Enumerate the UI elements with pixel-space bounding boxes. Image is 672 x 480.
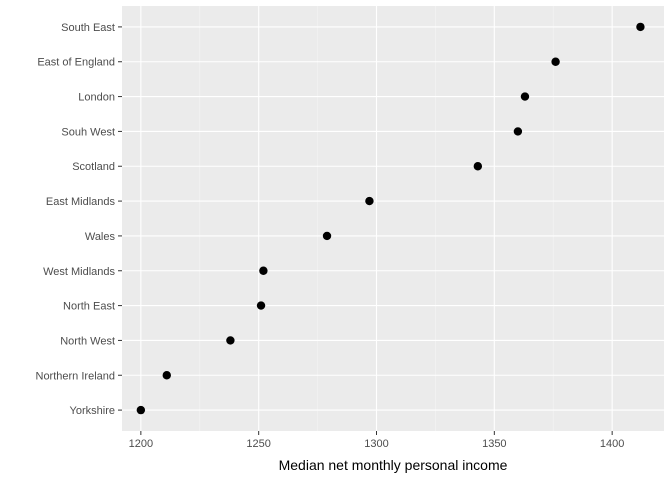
data-points xyxy=(136,22,645,415)
x-tick-label: 1300 xyxy=(364,438,388,450)
major-gridlines xyxy=(122,6,664,431)
minor-gridlines xyxy=(199,6,554,431)
x-axis: 1200 1250 1300 1350 1400 xyxy=(129,431,624,450)
y-tick-label: North West xyxy=(60,335,115,347)
data-point xyxy=(520,92,530,101)
x-tick-label: 1350 xyxy=(482,438,506,450)
data-point xyxy=(226,336,235,345)
y-axis: South East East of England London Souh West… xyxy=(36,22,122,417)
data-point xyxy=(136,405,146,415)
x-tick-label: 1200 xyxy=(129,438,153,450)
x-tick-label: 1400 xyxy=(600,438,624,450)
data-point xyxy=(259,266,268,275)
x-tick-label: 1250 xyxy=(246,438,270,450)
y-tick-label: West Midlands xyxy=(43,266,115,278)
data-point xyxy=(162,371,171,380)
y-tick-label: Wales xyxy=(85,231,116,243)
y-tick-label: East Midlands xyxy=(46,196,116,208)
plot-panel xyxy=(122,6,664,431)
data-point xyxy=(473,162,483,171)
y-tick-label: Northern Ireland xyxy=(36,370,116,382)
y-tick-label: East of England xyxy=(37,57,115,69)
x-axis-title: Median net monthly personal income xyxy=(279,457,508,473)
data-point xyxy=(551,57,560,66)
y-tick-label: South East xyxy=(61,22,115,34)
y-tick-label: Souh West xyxy=(61,126,115,138)
y-tick-label: Scotland xyxy=(72,161,115,173)
data-point xyxy=(256,301,266,310)
data-point xyxy=(513,127,523,136)
y-tick-label: Yorkshire xyxy=(70,405,115,417)
y-tick-label: London xyxy=(78,92,115,104)
data-point xyxy=(322,231,332,241)
data-point xyxy=(636,22,645,32)
data-point xyxy=(365,196,374,206)
y-tick-label: North East xyxy=(63,301,115,313)
